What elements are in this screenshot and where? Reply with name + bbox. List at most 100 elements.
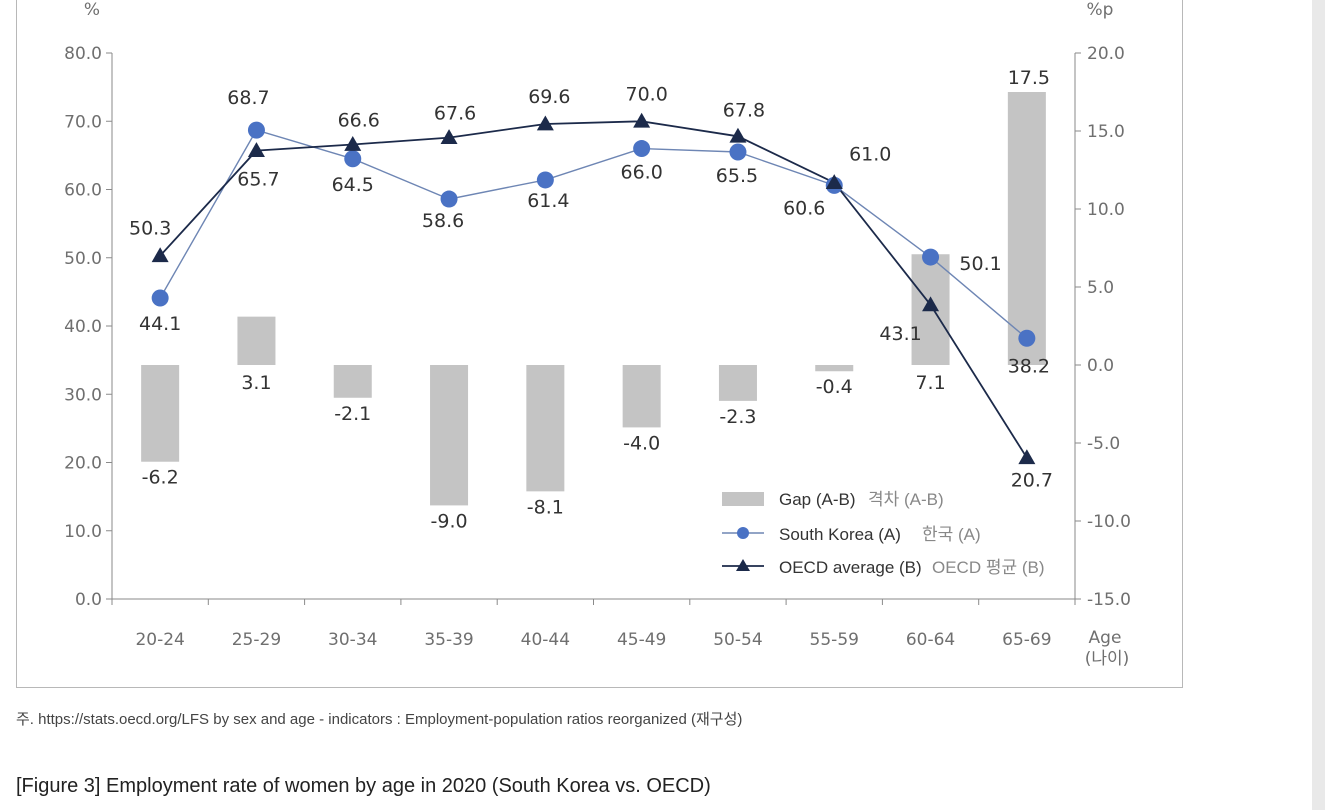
oecd-point [1018,449,1036,465]
oecd-point [247,142,265,157]
korea-value-label: 65.5 [716,165,758,187]
right-tick-label: 20.0 [1087,44,1125,64]
oecd-value-label: 70.0 [625,83,667,105]
korea-point [922,248,940,266]
korea-point [536,171,554,189]
korea-value-label: 50.1 [959,253,1001,275]
oecd-value-label: 67.6 [434,103,476,125]
korea-value-label: 66.0 [620,162,662,184]
oecd-value-label: 20.7 [1011,470,1053,492]
gap-value-label: -0.4 [816,376,853,398]
oecd-point [440,129,458,145]
oecd-value-label: 66.6 [338,109,380,131]
oecd-point [729,127,747,143]
gap-value-label: -8.1 [527,496,564,518]
legend-gap-label: Gap (A-B) [779,490,856,509]
korea-point [247,121,265,139]
x-tick-label: 65-69 [1002,630,1051,650]
figure-caption: [Figure 3] Employment rate of women by a… [16,775,711,797]
korea-value-label: 68.7 [227,87,269,109]
x-tick-label: 50-54 [713,630,762,650]
korea-point [633,140,651,158]
left-tick-label: 0.0 [75,590,102,610]
gap-value-label: 17.5 [1008,67,1050,89]
legend-gap-label-ko: 격차 (A-B) [868,490,944,509]
korea-value-label: 44.1 [139,313,181,335]
korea-point [344,150,362,168]
left-tick-label: 80.0 [64,44,102,64]
oecd-value-label: 69.6 [528,86,570,108]
oecd-point [633,112,651,128]
gap-bar [430,365,469,506]
left-tick-label: 60.0 [64,181,102,201]
left-tick-label: 30.0 [64,385,102,405]
oecd-point [536,115,554,131]
gap-bars [141,92,1046,506]
korea-line [159,129,1028,339]
gap-value-label: -2.3 [719,406,756,428]
left-tick-label: 50.0 [64,249,102,269]
employment-chart: 0.0 10.0 20.0 30.0 40.0 50.0 60.0 70.0 80.0% -15.… [64,0,1131,669]
x-tick-label: 40-44 [521,630,570,650]
x-tick-label: 25-29 [232,630,281,650]
left-tick-label: 70.0 [64,112,102,132]
right-tick-label: 5.0 [1087,278,1114,298]
gap-bar [1007,92,1046,365]
right-axis-unit: %p [1087,0,1114,20]
korea-value-label: 64.5 [332,174,374,196]
korea-point [729,143,747,161]
x-tick-label: 20-24 [135,630,184,650]
korea-value-label: 61.4 [527,190,569,212]
legend-oecd-label: OECD average (B) [779,558,922,577]
right-tick-label: 15.0 [1087,122,1125,142]
left-tick-label: 20.0 [64,454,102,474]
chart-frame [16,0,1183,688]
korea-point [1018,329,1036,347]
legend-korea-label: South Korea (A) [779,525,901,544]
oecd-point [825,174,843,190]
x-tick-label: 60-64 [906,630,955,650]
x-tick-label: 45-49 [617,630,666,650]
legend: Gap (A-B) 격차 (A-B)South Korea (A) 한국 (A)OE… [722,490,1045,577]
left-axis-unit: % [84,0,100,20]
korea-value-label: 60.6 [783,197,825,219]
gap-bar [815,365,854,372]
legend-korea-label-ko: 한국 (A) [922,525,981,544]
x-tick-label: 30-34 [328,630,377,650]
x-tick-label: 55-59 [810,630,859,650]
legend-korea-marker [737,527,749,539]
oecd-value-label: 43.1 [879,323,921,345]
x-axis-title-ko: (나이) [1085,649,1130,669]
left-tick-label: 10.0 [64,522,102,542]
korea-value-label: 58.6 [422,210,464,232]
left-tick-label: 40.0 [64,317,102,337]
axes: 0.0 10.0 20.0 30.0 40.0 50.0 60.0 70.0 80.0% -15.… [64,0,1131,669]
oecd-value-label: 50.3 [129,218,171,240]
data-labels: -6.2 3.1 -2.1 -9.0 -8.1 -4.0 -2.3 -0.4 7.1 17.5 44… [129,67,1053,532]
legend-oecd-label-ko: OECD 평균 (B) [932,558,1045,577]
oecd-value-label: 65.7 [237,169,279,191]
right-tick-label: -15.0 [1087,590,1131,610]
source-note: 주. https://stats.oecd.org/LFS by sex and… [16,711,743,728]
korea-point [440,190,458,208]
legend-oecd-marker [736,559,750,571]
gap-bar [718,365,757,401]
korea-point [151,289,169,307]
gap-value-label: -6.2 [142,467,179,489]
gap-value-label: 7.1 [915,372,945,394]
x-tick-label: 35-39 [424,630,473,650]
gap-bar [237,316,276,365]
right-tick-label: 10.0 [1087,200,1125,220]
oecd-value-label: 67.8 [723,99,765,121]
oecd-line [159,120,1028,459]
right-tick-label: -5.0 [1087,434,1120,454]
oecd-value-label: 61.0 [849,144,891,166]
oecd-point [922,296,940,312]
gap-bar [526,365,565,492]
gap-bar [141,365,180,462]
korea-value-label: 38.2 [1008,355,1050,377]
gap-value-label: -9.0 [431,510,468,532]
right-tick-label: 0.0 [1087,356,1114,376]
series-lines [151,112,1036,465]
gap-bar [622,365,661,428]
